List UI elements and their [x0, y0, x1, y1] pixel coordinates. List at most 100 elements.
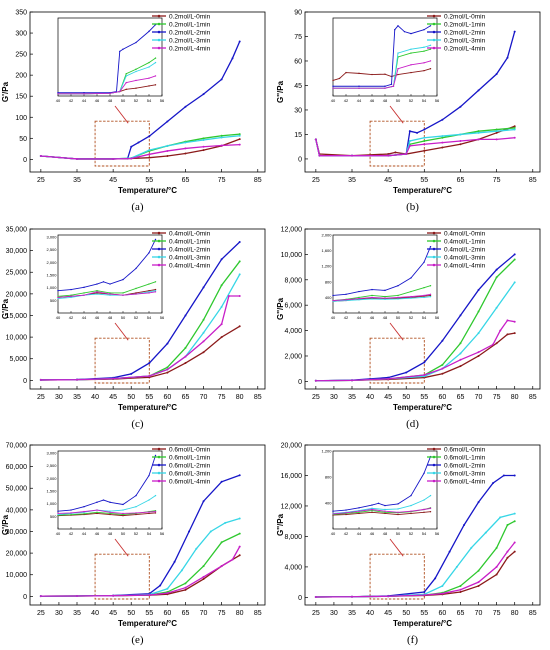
data-point: [112, 594, 115, 597]
inset-point: [429, 507, 432, 510]
inset-x-tick-label: 52: [134, 531, 139, 536]
legend-marker: [432, 455, 436, 459]
legend-label: 0.6mol/L-0min: [169, 447, 211, 454]
data-point: [492, 482, 494, 485]
inset-y-tick-label: 1,000: [46, 285, 57, 290]
inset-point: [371, 504, 373, 506]
data-point: [209, 530, 212, 533]
legend-marker: [157, 255, 161, 259]
inset-point: [135, 293, 137, 295]
inset-x-tick-label: 56: [160, 98, 165, 103]
data-point: [166, 368, 169, 371]
inset-point: [154, 494, 157, 497]
data-point: [387, 154, 390, 157]
legend-marker: [432, 14, 436, 18]
inset-point: [148, 511, 150, 513]
x-tick-label: 45: [384, 177, 392, 184]
data-point: [314, 138, 317, 141]
x-tick-label: 80: [236, 610, 244, 617]
x-tick-label: 70: [475, 394, 483, 401]
inset-point: [135, 292, 137, 294]
x-tick-label: 50: [402, 610, 410, 617]
inset-point: [96, 291, 98, 293]
inset-x-tick-label: 46: [370, 315, 375, 320]
data-point: [184, 147, 187, 150]
inset-point: [384, 295, 386, 298]
data-point: [495, 128, 498, 131]
x-tick-label: 70: [200, 394, 208, 401]
y-tick-label: 0: [298, 156, 302, 163]
legend-label: 0.6mol/L-0min: [444, 447, 486, 454]
x-tick-label: 65: [182, 610, 190, 617]
inset-point: [397, 52, 399, 54]
inset-point: [345, 509, 347, 511]
legend-label: 0.6mol/L-2min: [169, 463, 211, 470]
data-point: [506, 333, 509, 336]
inset-point: [154, 290, 157, 292]
data-point: [184, 582, 187, 585]
inset-point: [135, 287, 137, 290]
inset-x-tick-label: 40: [56, 98, 61, 103]
legend-marker: [157, 46, 161, 50]
inset-point: [96, 283, 98, 285]
data-point: [459, 139, 462, 142]
inset-x-tick-label: 50: [396, 531, 401, 536]
inset-point: [154, 454, 157, 457]
legend-label: 0.4mol/L-0min: [444, 231, 486, 238]
series-line: [40, 143, 240, 160]
data-point: [202, 565, 205, 568]
inset-point: [122, 512, 124, 515]
inset-x-tick-label: 56: [160, 315, 165, 320]
inset-y-tick-label: 2,500: [46, 463, 57, 468]
inset-point: [70, 295, 72, 297]
zoom-arrow: [389, 105, 404, 124]
data-point: [506, 550, 509, 553]
inset-point: [429, 44, 432, 46]
inset-point: [377, 502, 380, 505]
inset-point: [119, 50, 121, 53]
data-point: [202, 286, 205, 289]
inset-point: [57, 513, 59, 516]
inset-y-tick-label: 2,500: [46, 247, 57, 252]
data-point: [238, 474, 241, 477]
inset-frame: [57, 234, 163, 314]
inset-point: [96, 292, 98, 294]
data-point: [148, 135, 151, 138]
inset-point: [423, 294, 425, 297]
legend-marker: [432, 263, 436, 267]
inset-point: [122, 509, 124, 511]
inset-point: [135, 79, 137, 82]
inset-point: [70, 512, 72, 514]
y-tick-label: 0: [298, 379, 302, 386]
inset-x-tick-label: 50: [121, 98, 126, 103]
inset-point: [358, 510, 360, 512]
data-point: [188, 530, 191, 533]
inset-x-tick-label: 48: [108, 315, 113, 320]
inset-point: [410, 494, 412, 497]
inset-point: [358, 511, 360, 513]
inset-point: [135, 87, 137, 89]
inset-point: [154, 238, 157, 241]
inset-point: [384, 511, 386, 513]
x-tick-label: 40: [366, 610, 374, 617]
y-tick-label: 60,000: [6, 464, 28, 471]
data-point: [184, 152, 187, 155]
y-tick-label: 8,000: [284, 277, 302, 284]
inset-point: [423, 472, 425, 474]
x-tick-label: 85: [254, 394, 262, 401]
inset-x-tick-label: 50: [121, 315, 126, 320]
inset-frame: [332, 234, 438, 314]
inset-point: [371, 507, 373, 510]
data-point: [477, 288, 480, 291]
inset-y-tick-label: 800: [325, 279, 332, 284]
legend-marker: [157, 247, 161, 251]
inset-point: [429, 68, 432, 70]
plot-frame: [29, 444, 266, 606]
data-point: [238, 273, 241, 276]
inset-series-line: [333, 25, 431, 87]
y-tick-label: 0: [23, 594, 27, 601]
inset-x-tick-label: 52: [134, 315, 139, 320]
x-axis-label: Temperature/°C: [118, 403, 177, 412]
panel-label: (f): [407, 634, 418, 646]
data-point: [441, 118, 444, 121]
